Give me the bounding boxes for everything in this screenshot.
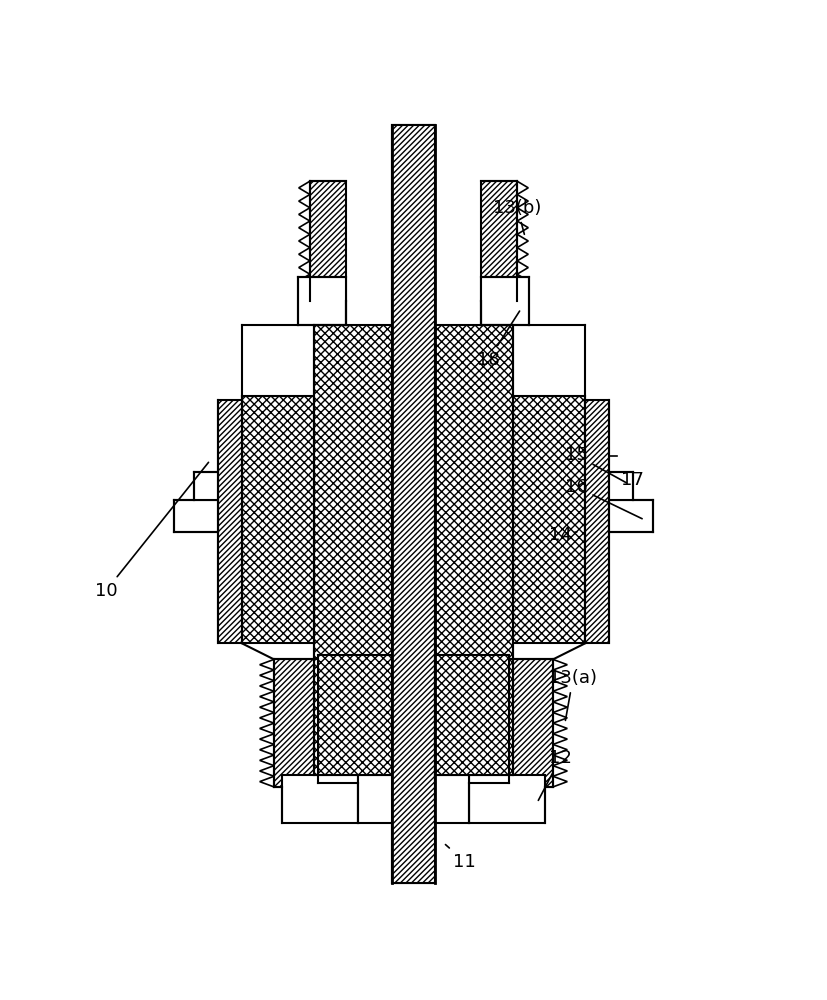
Text: 13(a): 13(a) [549, 669, 597, 720]
Text: 13(b): 13(b) [493, 199, 542, 234]
Text: 17: 17 [621, 471, 643, 489]
Text: 11: 11 [446, 845, 476, 871]
Bar [609, 472, 633, 500]
Text: 14: 14 [549, 526, 577, 544]
Text: 15: 15 [565, 446, 626, 483]
Bar [282, 775, 358, 823]
Bar [242, 396, 314, 643]
Text: 18: 18 [477, 311, 519, 369]
Bar [609, 500, 653, 532]
Text: 12: 12 [538, 749, 571, 800]
Text: 16: 16 [565, 478, 642, 519]
Text: 10: 10 [95, 462, 208, 600]
Bar [585, 400, 609, 643]
Bar [358, 775, 391, 823]
Bar [436, 325, 513, 775]
Bar [298, 277, 346, 325]
Bar [174, 500, 218, 532]
Bar [310, 181, 346, 301]
Bar [274, 659, 318, 787]
Bar [218, 400, 242, 643]
Bar [194, 472, 218, 500]
Bar [481, 277, 529, 325]
Bar [436, 775, 469, 823]
Polygon shape [391, 125, 436, 883]
Bar [509, 659, 553, 787]
Bar [513, 396, 585, 643]
Bar [481, 181, 517, 301]
Bar [436, 655, 509, 783]
Bar [314, 325, 391, 775]
Bar [318, 655, 391, 783]
Bar [469, 775, 545, 823]
FancyBboxPatch shape [391, 125, 436, 883]
